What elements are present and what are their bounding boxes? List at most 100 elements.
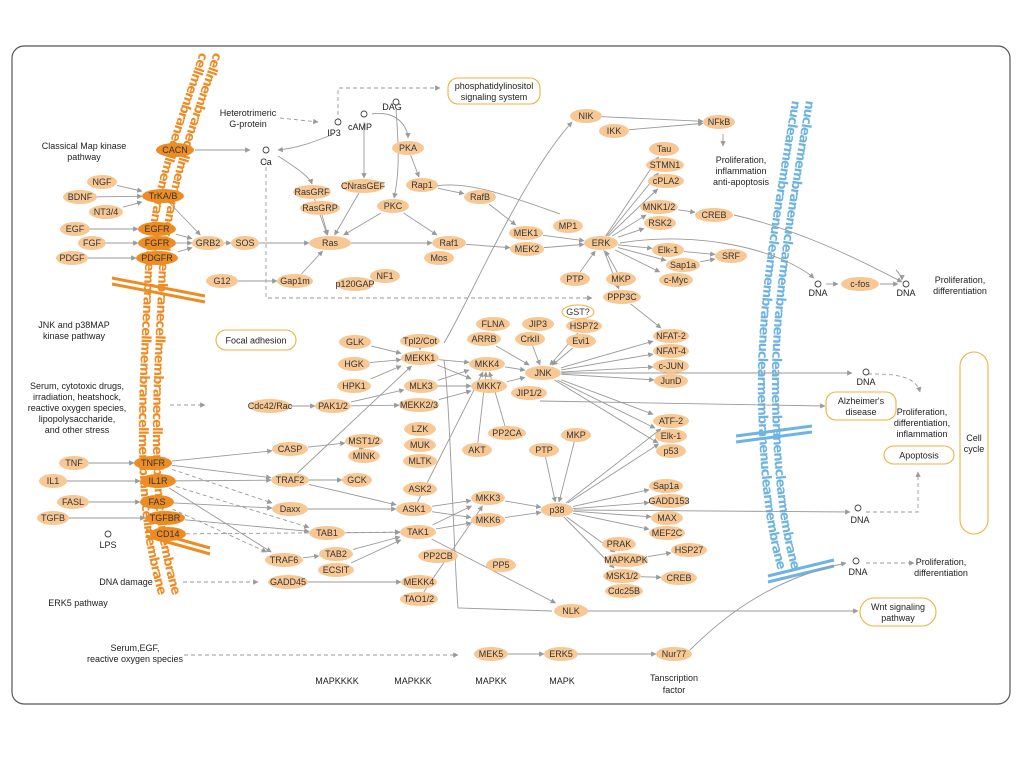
node-mkk4[interactable]: MKK4 <box>469 357 505 371</box>
node-ppp3c[interactable]: PPP3C <box>603 290 641 304</box>
node-pak1-2[interactable]: PAK1/2 <box>315 399 351 413</box>
node-ask2[interactable]: ASK2 <box>403 482 437 496</box>
node-flna[interactable]: FLNA <box>476 317 510 331</box>
node-prak[interactable]: PRAK <box>602 537 636 551</box>
node-crkii[interactable]: CrkII <box>515 332 545 346</box>
node-egf[interactable]: EGF <box>60 222 90 236</box>
node-pkc[interactable]: PKC <box>377 199 409 213</box>
node-gck[interactable]: GCK <box>342 473 372 487</box>
node-mekk4[interactable]: MEKK4 <box>401 575 437 589</box>
node-pp2ca[interactable]: PP2CA <box>488 426 526 440</box>
node-mkp[interactable]: MKP <box>561 428 591 442</box>
node-lzk[interactable]: LZK <box>404 422 436 436</box>
node-mnk1-2[interactable]: MNK1/2 <box>640 200 678 214</box>
node-pp5[interactable]: PP5 <box>486 558 516 572</box>
node-trka-b[interactable]: TrKA/B <box>142 189 184 203</box>
node-rsk2[interactable]: RSK2 <box>644 216 676 230</box>
node-pp2cb[interactable]: PP2CB <box>418 549 458 563</box>
node-tao1-2[interactable]: TAO1/2 <box>400 592 438 606</box>
node-mp1[interactable]: MP1 <box>553 219 583 233</box>
node-tpl2-cot[interactable]: Tpl2/Cot <box>400 334 440 348</box>
node-rap1[interactable]: Rap1 <box>406 178 438 192</box>
node-msk1-2[interactable]: MSK1/2 <box>603 569 641 583</box>
node-p38[interactable]: p38 <box>541 503 573 517</box>
node-mekk1[interactable]: MEKK1 <box>401 351 439 365</box>
node-mst1-2[interactable]: MST1/2 <box>345 434 383 448</box>
node-arrb[interactable]: ARRB <box>467 332 501 346</box>
node-il1r[interactable]: IL1R <box>140 474 176 488</box>
node-il1[interactable]: IL1 <box>39 474 67 488</box>
node-daxx[interactable]: Daxx <box>272 502 308 516</box>
node-nt3-4[interactable]: NT3/4 <box>89 205 123 219</box>
node-gst[interactable]: GST? <box>561 304 595 320</box>
node-pdgfr[interactable]: PDGFR <box>136 251 178 265</box>
node-creb[interactable]: CREB <box>661 571 697 585</box>
node-gadd45[interactable]: GADD45 <box>268 575 308 589</box>
node-mlk3[interactable]: MLK3 <box>404 379 438 393</box>
node-ikk[interactable]: IKK <box>599 124 629 138</box>
node-bdnf[interactable]: BDNF <box>63 190 97 204</box>
node-tab2[interactable]: TAB2 <box>319 547 353 561</box>
node-ngf[interactable]: NGF <box>87 175 117 189</box>
node-jnk[interactable]: JNK <box>525 366 561 380</box>
node-jund[interactable]: JunD <box>654 374 688 388</box>
node-rafb[interactable]: RafB <box>464 190 496 204</box>
node-mkk6[interactable]: MKK6 <box>471 513 505 527</box>
node-nfat-2[interactable]: NFAT-2 <box>653 329 689 343</box>
node-gap1m[interactable]: Gap1m <box>277 274 313 288</box>
node-glk[interactable]: GLK <box>339 335 371 349</box>
node-cacn[interactable]: CACN <box>156 143 194 157</box>
node-nlk[interactable]: NLK <box>554 604 588 618</box>
node-atf-2[interactable]: ATF-2 <box>653 414 689 428</box>
node-tgfbr[interactable]: TGFBR <box>145 511 185 525</box>
node-hsp27[interactable]: HSP27 <box>671 543 707 557</box>
node-ptp[interactable]: PTP <box>560 272 590 286</box>
node-g12[interactable]: G12 <box>206 274 238 288</box>
node-mef2c[interactable]: MEF2C <box>649 526 685 540</box>
node-muk[interactable]: MUK <box>404 438 436 452</box>
node-nur77[interactable]: Nur77 <box>656 647 692 661</box>
node-cd14[interactable]: CD14 <box>150 527 186 541</box>
node-ecsit[interactable]: ECSIT <box>318 563 354 577</box>
node-evi1[interactable]: Evi1 <box>566 334 596 348</box>
node-tau[interactable]: Tau <box>649 142 679 156</box>
node-mos[interactable]: Mos <box>424 251 454 265</box>
node-hgk[interactable]: HGK <box>338 357 370 371</box>
node-nfkb[interactable]: NFkB <box>703 115 735 129</box>
node-jip1-2[interactable]: JIP1/2 <box>511 386 547 400</box>
node-casp[interactable]: CASP <box>272 442 308 456</box>
node-rasgrp[interactable]: RasGRP <box>300 201 340 215</box>
node-p120gap[interactable]: p120GAP <box>335 277 375 291</box>
node-tnfr[interactable]: TNFR <box>134 456 172 470</box>
node-akt[interactable]: AKT <box>462 443 492 457</box>
node-tab1[interactable]: TAB1 <box>309 526 345 540</box>
node-mkk7[interactable]: MKK7 <box>471 379 507 393</box>
node-hsp72[interactable]: HSP72 <box>566 319 602 333</box>
node-tak1[interactable]: TAK1 <box>400 525 436 539</box>
node-mek2[interactable]: MEK2 <box>510 242 544 256</box>
node-traf2[interactable]: TRAF2 <box>271 473 309 487</box>
node-gadd153[interactable]: GADD153 <box>648 494 690 508</box>
node-mek1[interactable]: MEK1 <box>509 226 543 240</box>
node-c-fos[interactable]: c-fos <box>841 277 879 291</box>
node-jip3[interactable]: JIP3 <box>522 317 554 331</box>
node-c-jun[interactable]: c-JUN <box>653 359 689 373</box>
node-fasl[interactable]: FASL <box>57 495 89 509</box>
node-ras[interactable]: Ras <box>309 236 351 250</box>
node-elk-1[interactable]: Elk-1 <box>652 243 684 257</box>
node-p53[interactable]: p53 <box>656 444 686 458</box>
node-traf6[interactable]: TRAF6 <box>265 553 303 567</box>
node-cdc25b[interactable]: Cdc25B <box>605 584 643 598</box>
node-sos[interactable]: SOS <box>231 236 259 250</box>
node-tgfb[interactable]: TGFB <box>37 511 69 525</box>
node-mink[interactable]: MINK <box>348 449 380 463</box>
node-egfr[interactable]: EGFR <box>138 222 176 236</box>
node-mkk3[interactable]: MKK3 <box>471 491 505 505</box>
node-fgfr[interactable]: FGFR <box>138 236 176 250</box>
node-grb2[interactable]: GRB2 <box>192 236 224 250</box>
node-mekk2-3[interactable]: MEKK2/3 <box>399 398 439 412</box>
node-fas[interactable]: FAS <box>140 495 174 509</box>
node-cnrasgef[interactable]: CNrasGEF <box>341 179 386 193</box>
node-fgf[interactable]: FGF <box>78 236 106 250</box>
node-sap1a[interactable]: Sap1a <box>649 479 683 493</box>
